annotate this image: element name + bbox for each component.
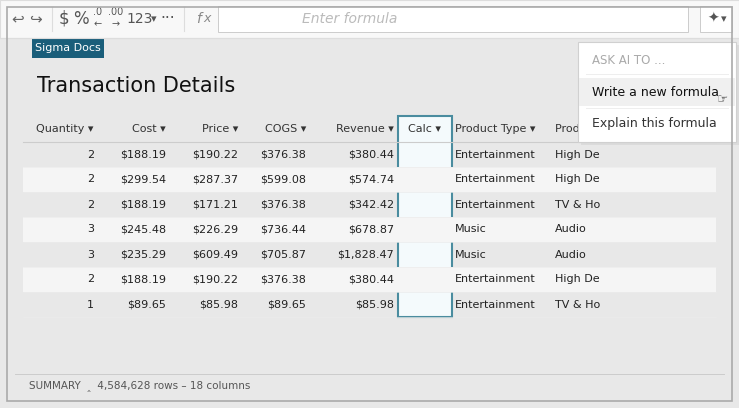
Text: $299.54: $299.54 (120, 175, 166, 184)
Text: High De: High De (555, 275, 599, 284)
Text: .0
←: .0 ← (93, 7, 103, 29)
Text: 2: 2 (87, 149, 94, 160)
Text: Quantity ▾: Quantity ▾ (36, 124, 94, 134)
FancyBboxPatch shape (32, 38, 104, 58)
Text: $380.44: $380.44 (348, 275, 394, 284)
Text: $: $ (58, 10, 69, 28)
Text: $609.49: $609.49 (192, 250, 238, 259)
Text: x: x (203, 13, 211, 25)
Text: 123: 123 (127, 12, 153, 26)
Text: Entertainment: Entertainment (455, 149, 536, 160)
Text: %: % (73, 10, 89, 28)
Text: Entertainment: Entertainment (455, 299, 536, 310)
FancyBboxPatch shape (15, 58, 724, 398)
Text: $235.29: $235.29 (120, 250, 166, 259)
Text: Write a new formula: Write a new formula (592, 86, 719, 98)
Text: Product ▾: Product ▾ (555, 124, 607, 134)
Text: ↩: ↩ (12, 11, 24, 27)
Text: Music: Music (455, 224, 487, 235)
Text: ···: ··· (160, 11, 175, 27)
Text: $171.21: $171.21 (192, 200, 238, 209)
Text: $85.98: $85.98 (199, 299, 238, 310)
Text: Music: Music (455, 250, 487, 259)
Text: 2: 2 (87, 175, 94, 184)
Text: ▾: ▾ (151, 14, 157, 24)
Text: Calc ▾: Calc ▾ (409, 124, 441, 134)
FancyBboxPatch shape (398, 116, 452, 317)
Text: 3: 3 (87, 224, 94, 235)
Text: Entertainment: Entertainment (455, 200, 536, 209)
Text: 3: 3 (87, 250, 94, 259)
Text: Entertainment: Entertainment (455, 275, 536, 284)
FancyBboxPatch shape (579, 78, 735, 106)
FancyBboxPatch shape (23, 167, 716, 192)
FancyBboxPatch shape (581, 45, 739, 145)
Text: TV & Ho: TV & Ho (555, 299, 600, 310)
Text: High De: High De (555, 149, 599, 160)
Text: $190.22: $190.22 (192, 149, 238, 160)
Text: 2: 2 (87, 275, 94, 284)
Text: $376.38: $376.38 (260, 200, 306, 209)
Text: $380.44: $380.44 (348, 149, 394, 160)
Text: $705.87: $705.87 (260, 250, 306, 259)
FancyBboxPatch shape (218, 6, 688, 32)
FancyBboxPatch shape (700, 6, 732, 32)
Text: Explain this formula: Explain this formula (592, 118, 717, 131)
Text: $678.87: $678.87 (348, 224, 394, 235)
FancyBboxPatch shape (578, 42, 736, 142)
Text: ✦: ✦ (707, 12, 718, 26)
FancyBboxPatch shape (23, 267, 716, 292)
Text: Sigma Docs: Sigma Docs (35, 43, 101, 53)
Text: Price ▾: Price ▾ (202, 124, 238, 134)
Text: Enter formula: Enter formula (302, 12, 398, 26)
Text: Cost ▾: Cost ▾ (132, 124, 166, 134)
Text: $188.19: $188.19 (120, 149, 166, 160)
Text: $599.08: $599.08 (260, 175, 306, 184)
Text: $188.19: $188.19 (120, 275, 166, 284)
Text: Audio: Audio (555, 250, 587, 259)
FancyBboxPatch shape (23, 217, 716, 242)
Text: ↪: ↪ (30, 11, 42, 27)
Text: $574.74: $574.74 (348, 175, 394, 184)
Text: $190.22: $190.22 (192, 275, 238, 284)
Text: $89.65: $89.65 (267, 299, 306, 310)
Text: ASK AI TO ...: ASK AI TO ... (592, 53, 665, 67)
Text: Audio: Audio (555, 224, 587, 235)
Text: $226.29: $226.29 (192, 224, 238, 235)
FancyBboxPatch shape (0, 0, 739, 38)
Text: Revenue ▾: Revenue ▾ (336, 124, 394, 134)
Text: Product Type ▾: Product Type ▾ (455, 124, 536, 134)
Text: High De: High De (555, 175, 599, 184)
Text: .00
→: .00 → (109, 7, 123, 29)
Text: $188.19: $188.19 (120, 200, 166, 209)
Text: $287.37: $287.37 (192, 175, 238, 184)
Text: $1,828.47: $1,828.47 (337, 250, 394, 259)
Text: $85.98: $85.98 (355, 299, 394, 310)
Text: ☞: ☞ (716, 93, 728, 106)
Text: $376.38: $376.38 (260, 149, 306, 160)
Text: 2: 2 (87, 200, 94, 209)
Text: $342.42: $342.42 (348, 200, 394, 209)
Text: TV & Ho: TV & Ho (555, 200, 600, 209)
Text: $89.65: $89.65 (127, 299, 166, 310)
Text: 1: 1 (87, 299, 94, 310)
Text: $245.48: $245.48 (120, 224, 166, 235)
Text: $376.38: $376.38 (260, 275, 306, 284)
Text: Transaction Details: Transaction Details (37, 76, 235, 96)
Text: $736.44: $736.44 (260, 224, 306, 235)
Text: COGS ▾: COGS ▾ (265, 124, 306, 134)
Text: SUMMARY  ‸  4,584,628 rows – 18 columns: SUMMARY ‸ 4,584,628 rows – 18 columns (29, 381, 251, 392)
Text: ▾: ▾ (721, 14, 727, 24)
Text: Entertainment: Entertainment (455, 175, 536, 184)
Text: f: f (196, 12, 201, 26)
